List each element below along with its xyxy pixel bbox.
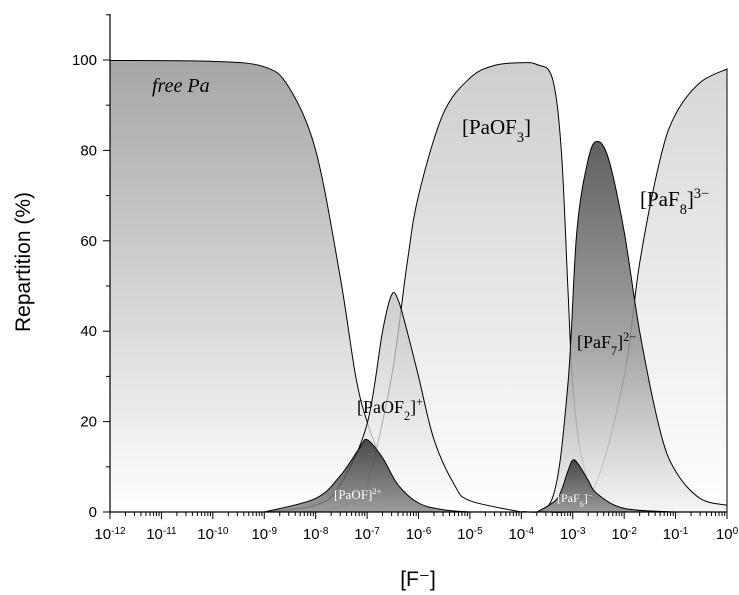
x-tick-label: 10-9	[251, 526, 277, 544]
x-tick-label: 10-10	[197, 526, 229, 544]
y-axis-title: Repartition (%)	[12, 192, 35, 332]
species-areas	[109, 59, 728, 513]
series-area-paf6	[535, 459, 676, 513]
y-ticks: 0 20 40 60 80 100	[72, 14, 110, 521]
x-tick-label: 10-6	[406, 526, 432, 544]
x-ticks: 10-12 10-11 10-10 10-9 10-8 10-7 10-6 10-5 10-4 1…	[94, 512, 739, 544]
label-paf6: [PaF6]−	[557, 491, 593, 509]
axes: 10-12 10-11 10-10 10-9 10-8 10-7 10-6 10-5 10-4 1…	[12, 14, 739, 591]
label-paf8-3: [PaF8]3−	[640, 186, 709, 218]
species-labels: free Pa [PaOF]2+ [PaOF2]+ [PaOF3] [PaF6]− [Pa…	[152, 75, 709, 509]
y-tick-label: 100	[72, 52, 97, 69]
series-area-paof-2	[264, 438, 470, 513]
y-tick-label: 40	[80, 323, 97, 340]
x-tick-label: 10-4	[509, 526, 535, 544]
y-tick-label: 80	[80, 142, 97, 159]
x-tick-label: 10-1	[663, 526, 689, 544]
y-tick-label: 60	[80, 233, 97, 250]
series-area-paf7-2	[521, 140, 728, 513]
x-tick-label: 10-5	[457, 526, 483, 544]
x-tick-label: 10-8	[303, 526, 329, 544]
y-tick-label: 0	[89, 504, 97, 521]
x-axis-title: [F⁻]	[400, 568, 436, 591]
label-paf7-2: [PaF7]2−	[577, 330, 636, 358]
x-tick-label: 10-11	[146, 526, 177, 544]
y-tick-label: 20	[80, 414, 97, 431]
x-tick-label: 10-12	[94, 526, 126, 544]
x-tick-label: 10-2	[611, 526, 637, 544]
label-free-pa: free Pa	[152, 75, 210, 97]
label-paof2: [PaOF2]+	[357, 395, 423, 423]
x-tick-label: 10-3	[560, 526, 586, 544]
label-paof3: [PaOF3]	[462, 115, 531, 146]
x-tick-label: 10-7	[354, 526, 380, 544]
label-paof-2: [PaOF]2+	[334, 486, 382, 502]
x-tick-label: 100	[716, 526, 739, 544]
